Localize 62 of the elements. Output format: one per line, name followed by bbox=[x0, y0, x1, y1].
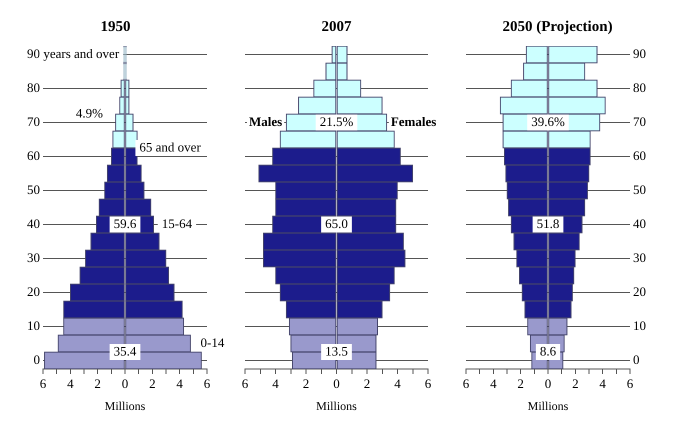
x-tick-label: 4 bbox=[394, 376, 402, 392]
y-tick-label: 60 bbox=[27, 148, 40, 163]
y-tick-label: 80 bbox=[633, 80, 646, 95]
y-tick-label: 90 bbox=[633, 46, 646, 61]
annotation: 35.4 bbox=[114, 343, 137, 358]
x-tick-label: 2 bbox=[517, 376, 524, 392]
y-tick-label: 0 bbox=[633, 352, 640, 367]
x-tick-label: 2 bbox=[149, 376, 156, 392]
annotation: 39.6% bbox=[531, 114, 565, 129]
y-tick-label: 50 bbox=[27, 182, 40, 197]
x-tick-label: 2 bbox=[364, 376, 370, 392]
chart-title: 1950 bbox=[100, 18, 130, 35]
y-tick-label: 0 bbox=[34, 352, 40, 367]
y-tick-label: 10 bbox=[633, 318, 646, 333]
x-axis-title: Millions bbox=[104, 398, 146, 413]
x-tick-label: 4 bbox=[599, 376, 606, 392]
annotation: 8.6 bbox=[540, 343, 557, 358]
annotation: 59.6 bbox=[114, 216, 137, 231]
y-tick-label: 80 bbox=[27, 80, 40, 95]
x-tick-label: 4 bbox=[490, 376, 498, 392]
x-tick-label: 0 bbox=[333, 376, 340, 392]
annotation: 51.8 bbox=[536, 216, 560, 231]
y-tick-label: 20 bbox=[633, 284, 646, 299]
annotation: 13.5 bbox=[325, 343, 348, 358]
y-tick-label: 70 bbox=[633, 114, 646, 129]
x-tick-label: 2 bbox=[302, 376, 310, 392]
chart-title: 2050 (Projection) bbox=[502, 18, 613, 35]
y-tick-label: 20 bbox=[27, 284, 40, 299]
x-tick-label: 4 bbox=[67, 376, 74, 392]
x-tick-label: 6 bbox=[424, 376, 432, 392]
annotation: 4.9% bbox=[76, 105, 104, 120]
annotation: 0-14 bbox=[200, 334, 225, 350]
x-tick-label: 4 bbox=[176, 376, 184, 392]
x-tick-label: 4 bbox=[272, 376, 280, 392]
annotation: years and over bbox=[43, 46, 120, 61]
y-tick-label: 50 bbox=[633, 182, 646, 197]
x-tick-label: 0 bbox=[122, 376, 128, 392]
y-tick-label: 40 bbox=[633, 216, 646, 231]
x-tick-label: 6 bbox=[40, 376, 47, 392]
x-tick-label: 6 bbox=[242, 376, 249, 392]
x-tick-label: 2 bbox=[572, 376, 579, 392]
x-tick-label: 6 bbox=[462, 376, 470, 392]
x-tick-label: 6 bbox=[626, 376, 634, 392]
y-tick-label: 90 bbox=[27, 46, 40, 61]
series-label: Males bbox=[248, 114, 282, 129]
series-label: Females bbox=[390, 114, 436, 129]
y-tick-label: 10 bbox=[27, 318, 40, 333]
x-tick-label: 0 bbox=[544, 376, 552, 392]
annotation: 21.5% bbox=[320, 114, 354, 129]
y-tick-label: 70 bbox=[27, 114, 40, 129]
x-tick-label: 2 bbox=[94, 376, 101, 392]
x-tick-label: 6 bbox=[204, 376, 211, 392]
annotation: 15-64 bbox=[162, 216, 193, 231]
chart-title: 2007 bbox=[322, 18, 352, 35]
y-tick-label: 30 bbox=[633, 250, 646, 265]
annotation: 65 and over bbox=[139, 139, 202, 154]
x-axis-title: Millions bbox=[316, 398, 358, 413]
y-tick-label: 40 bbox=[27, 216, 40, 231]
y-tick-label: 60 bbox=[633, 148, 646, 163]
x-axis-title: Millions bbox=[528, 398, 569, 413]
y-tick-label: 30 bbox=[27, 250, 40, 265]
annotation: 65.0 bbox=[325, 216, 348, 231]
